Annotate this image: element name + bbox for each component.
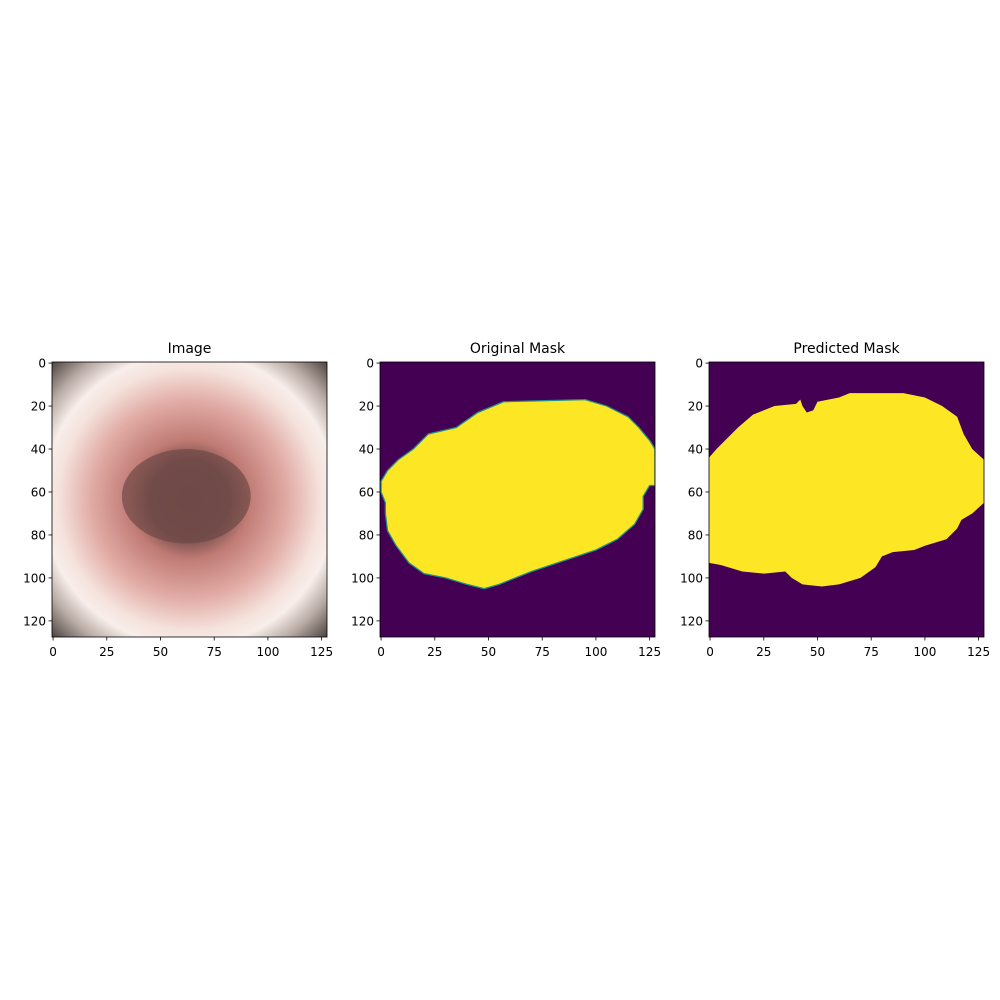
- y-tick-label: 120: [351, 614, 374, 628]
- x-tick-label: 100: [256, 645, 279, 659]
- x-tick-label: 75: [535, 645, 550, 659]
- y-tick-label: 0: [366, 357, 374, 371]
- y-tick-label: 120: [23, 614, 46, 628]
- axes-frame: [708, 361, 985, 638]
- y-tick-label: 40: [359, 443, 374, 457]
- y-tick-label: 20: [359, 400, 374, 414]
- x-tick-label: 125: [638, 645, 661, 659]
- y-tick-label: 80: [359, 528, 374, 542]
- axes-frame: [51, 361, 328, 638]
- y-tick-label: 60: [359, 485, 374, 499]
- x-tick-label: 0: [706, 645, 714, 659]
- y-tick-label: 60: [31, 485, 46, 499]
- y-tick-label: 20: [31, 400, 46, 414]
- y-tick-label: 120: [680, 614, 703, 628]
- x-tick-label: 75: [207, 645, 222, 659]
- lesion-image: [52, 362, 327, 637]
- y-tick-label: 60: [688, 485, 703, 499]
- x-tick-label: 100: [913, 645, 936, 659]
- panel-title: Image: [168, 341, 212, 357]
- x-tick-label: 125: [967, 645, 990, 659]
- panel-title: Predicted Mask: [793, 341, 900, 357]
- y-tick-label: 40: [31, 443, 46, 457]
- y-tick-label: 100: [351, 571, 374, 585]
- x-tick-label: 0: [49, 645, 57, 659]
- axes-frame: [379, 361, 656, 638]
- predicted-mask: [709, 362, 984, 637]
- x-tick-label: 25: [99, 645, 114, 659]
- y-tick-label: 100: [23, 571, 46, 585]
- x-tick-label: 100: [584, 645, 607, 659]
- y-tick-label: 20: [688, 400, 703, 414]
- y-tick-label: 80: [688, 528, 703, 542]
- y-tick-label: 80: [31, 528, 46, 542]
- x-tick-label: 25: [427, 645, 442, 659]
- x-tick-label: 50: [481, 645, 496, 659]
- x-tick-label: 125: [310, 645, 333, 659]
- y-tick-label: 100: [680, 571, 703, 585]
- x-tick-label: 50: [810, 645, 825, 659]
- x-tick-label: 0: [377, 645, 385, 659]
- panel-title: Original Mask: [470, 341, 566, 357]
- y-tick-label: 0: [695, 357, 703, 371]
- x-tick-label: 25: [756, 645, 771, 659]
- y-tick-label: 40: [688, 443, 703, 457]
- y-tick-label: 0: [38, 357, 46, 371]
- x-tick-label: 50: [153, 645, 168, 659]
- original-mask: [380, 362, 655, 637]
- x-tick-label: 75: [864, 645, 879, 659]
